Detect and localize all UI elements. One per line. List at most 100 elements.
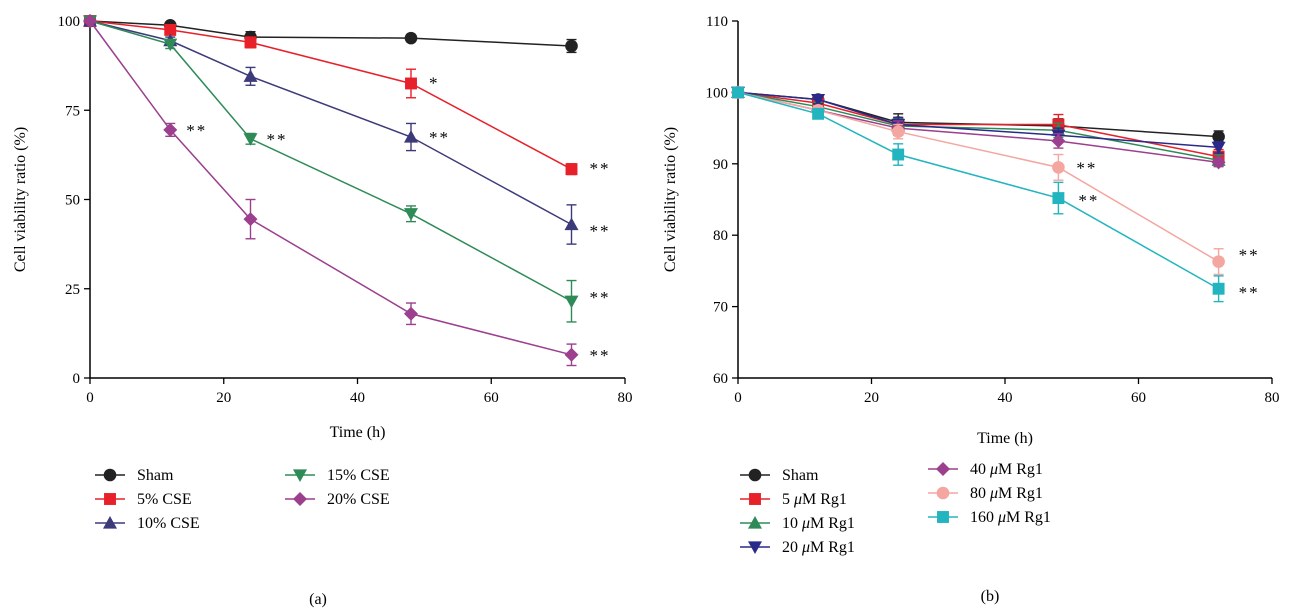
data-point [404, 130, 418, 143]
series-line [89, 20, 572, 356]
series-line [89, 20, 572, 226]
legend-label-dose: 80 [970, 485, 990, 502]
legend-label: 5 μM Rg1 [782, 491, 847, 508]
significance-label: ** [1078, 191, 1099, 210]
series-20-cse: ** ** [83, 14, 611, 367]
significance-label: ** [1239, 283, 1260, 302]
data-point [404, 31, 418, 45]
data-point [83, 14, 97, 28]
legend: Sham 5% CSE 10% CSE 15% CSE 20% CSE [95, 467, 390, 532]
series-line [737, 91, 1219, 149]
legend-item: 10% CSE [95, 515, 200, 532]
legend-label-dose: 10 [782, 515, 802, 532]
significance-label: ** [267, 130, 288, 149]
data-point [564, 217, 579, 231]
legend-marker [748, 468, 762, 482]
legend-marker [936, 462, 950, 476]
y-axis-label: Cell viability ratio (%) [12, 127, 29, 272]
legend-label: 20 μM Rg1 [782, 539, 855, 556]
series-line [89, 20, 572, 170]
x-tick-label: 40 [998, 390, 1013, 406]
x-tick-label: 80 [1265, 390, 1280, 406]
legend-marker [104, 493, 116, 505]
legend-label-dose: 160 [970, 509, 998, 526]
x-tick-label: 80 [618, 390, 633, 406]
chart-panel-b: 0 20 40 60 80 60 70 80 90 100 110 Cell viability ra… [662, 14, 1280, 605]
chart-panel-a: 0 20 40 60 80 0 25 50 75 100 Cell viability ratio … [12, 14, 633, 608]
legend-item: 20 μM Rg1 [740, 539, 855, 556]
legend-label-unit: M Rg1 [1006, 509, 1051, 526]
legend-label: Sham [137, 467, 174, 484]
y-tick-label: 100 [58, 14, 81, 30]
legend-label-unit: M Rg1 [810, 515, 855, 532]
data-point [1212, 130, 1225, 143]
series-5-cse: *** [84, 15, 611, 178]
data-point [243, 212, 258, 227]
micro-symbol: μ [801, 515, 810, 532]
legend-marker [748, 516, 762, 529]
legend-item: 10 μM Rg1 [740, 515, 855, 532]
data-point [732, 86, 744, 99]
legend-item: 15% CSE [285, 467, 390, 484]
series-line [737, 91, 1219, 290]
significance-label: ** [1076, 158, 1097, 177]
legend-label: Sham [782, 467, 819, 484]
series-10-cse: ** ** [83, 14, 611, 245]
x-tick-label: 0 [734, 390, 742, 406]
micro-symbol: μ [989, 461, 998, 478]
data-point [565, 163, 578, 176]
legend-label: 10% CSE [137, 515, 200, 532]
data-point [564, 347, 579, 362]
legend-marker [293, 469, 307, 482]
legend-label-unit: M Rg1 [998, 461, 1043, 478]
micro-symbol: μ [793, 491, 802, 508]
significance-label: ** [590, 346, 611, 365]
data-point [1211, 155, 1226, 170]
x-tick-label: 60 [1131, 390, 1146, 406]
x-tick-label: 40 [350, 390, 365, 406]
data-point [1051, 133, 1066, 148]
legend-marker [103, 516, 117, 529]
legend-marker [293, 492, 307, 506]
significance-label: ** [429, 128, 450, 147]
data-point [404, 208, 418, 221]
data-point [892, 148, 905, 161]
significance-label: ** [1239, 246, 1260, 265]
x-tick-label: 20 [864, 390, 879, 406]
y-tick-label: 110 [706, 14, 728, 30]
legend-item: 20% CSE [285, 491, 390, 508]
legend-label: 5% CSE [137, 491, 192, 508]
legend-label: 15% CSE [327, 467, 390, 484]
y-tick-label: 70 [713, 300, 728, 316]
series-20-m-rg1 [731, 86, 1226, 155]
y-tick-label: 0 [73, 371, 81, 387]
data-point [244, 36, 257, 49]
legend-marker [937, 511, 949, 523]
significance-label: ** [590, 221, 611, 240]
significance-label: ** [590, 159, 611, 178]
panel-caption: (b) [981, 588, 1000, 605]
significance-label: ** [590, 288, 611, 307]
x-axis-label: Time (h) [330, 424, 386, 441]
y-tick-label: 75 [65, 103, 80, 119]
data-point [163, 38, 178, 52]
data-point [404, 306, 418, 321]
data-point [243, 133, 258, 146]
data-point [1212, 282, 1225, 295]
y-tick-label: 90 [713, 157, 728, 173]
legend-label: 20% CSE [327, 491, 390, 508]
data-point [405, 77, 417, 90]
y-tick-label: 100 [706, 85, 729, 101]
significance-label: * [429, 73, 440, 92]
data-point [1212, 255, 1225, 268]
y-tick-label: 50 [65, 193, 80, 209]
data-point [812, 107, 825, 120]
legend-label: 160 μM Rg1 [970, 509, 1051, 526]
data-point [1052, 192, 1065, 205]
legend-item: 80 μM Rg1 [928, 485, 1043, 502]
x-axis-label: Time (h) [977, 430, 1033, 447]
legend-item: Sham [95, 467, 174, 484]
data-point [1052, 161, 1065, 174]
